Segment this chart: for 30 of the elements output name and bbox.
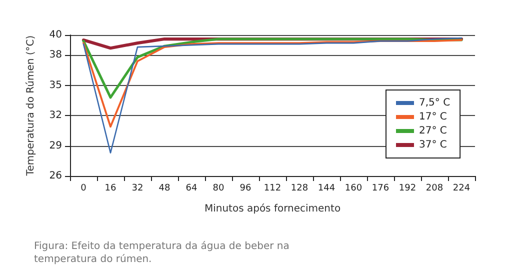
x-tick-label: 128 — [290, 184, 308, 194]
x-tick-label: 176 — [372, 184, 390, 194]
x-tick-label: 192 — [398, 184, 416, 194]
text: Figura: Efeito da temperatura da água de beber na temperatura do rúmen. — [34, 241, 293, 265]
x-tick-label: 208 — [426, 184, 444, 194]
x-tick-label: 160 — [344, 184, 362, 194]
line-series — [82, 39, 462, 128]
x-tick-label: 224 — [452, 184, 470, 194]
y-axis-title: Temperatura do Rúmen (°C) — [26, 35, 36, 177]
x-tick-label: 64 — [186, 184, 198, 194]
legend-label: 27° C — [419, 126, 447, 136]
x-tick-label: 80 — [212, 184, 224, 194]
x-tick-label: 144 — [318, 184, 336, 194]
legend-label: 17° C — [419, 112, 447, 122]
y-tick-label: 26 — [49, 170, 62, 182]
x-axis-title: Minutos após fornecimento — [204, 204, 341, 214]
x-tick-label: 96 — [240, 184, 252, 194]
y-tick-label: 35 — [49, 80, 62, 91]
y-tick-label: 40 — [49, 30, 62, 40]
x-tick-label: 48 — [158, 184, 170, 194]
x-tick-label: 112 — [264, 184, 282, 194]
x-tick-label: 16 — [104, 184, 116, 194]
y-tick-label: 32 — [49, 110, 62, 122]
x-tick-label: 32 — [132, 184, 144, 194]
legend-label: 37° C — [419, 140, 447, 150]
y-tick-label: 29 — [49, 140, 62, 152]
y-tick-label: 38 — [49, 50, 62, 61]
x-tick-label: 0 — [80, 184, 87, 194]
legend-label: 7,5° C — [419, 98, 450, 108]
line-series — [82, 37, 462, 154]
